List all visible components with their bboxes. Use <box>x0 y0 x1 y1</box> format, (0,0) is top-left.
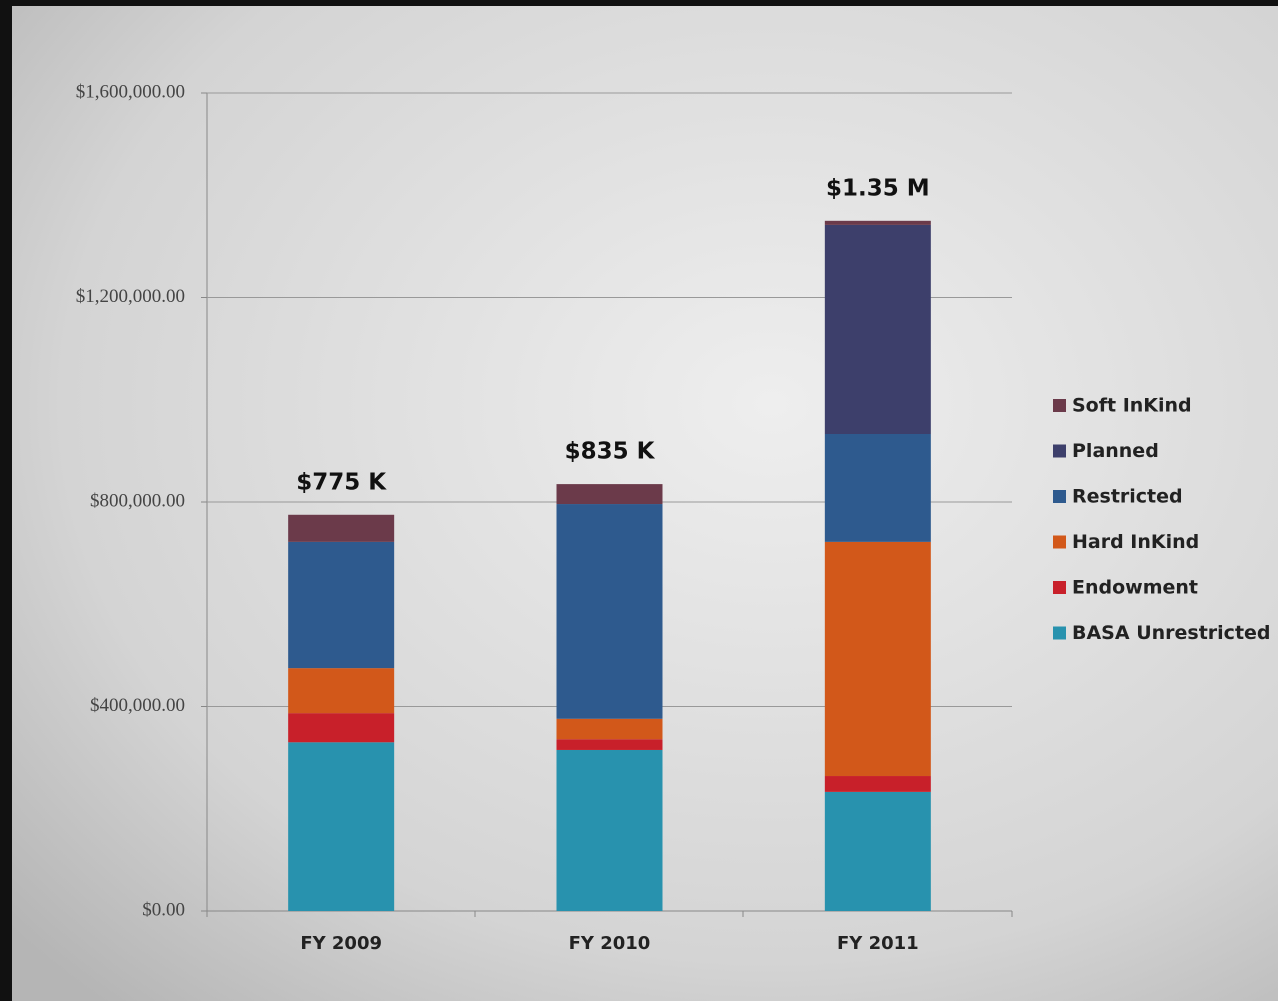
legend-swatch <box>1053 581 1066 594</box>
legend-label: BASA Unrestricted <box>1072 622 1271 644</box>
bar-segment <box>825 434 931 542</box>
bar-segment <box>557 484 663 504</box>
legend-swatch <box>1053 627 1066 640</box>
legend-label: Restricted <box>1072 486 1183 508</box>
total-label: $835 K <box>565 439 656 465</box>
bar-segment <box>557 719 663 739</box>
x-tick-label: FY 2009 <box>300 933 382 954</box>
bar-segment <box>288 668 394 713</box>
bar-segment <box>825 221 931 225</box>
bar-segment <box>288 713 394 742</box>
bar-segment <box>825 792 931 911</box>
legend-swatch <box>1053 536 1066 549</box>
bar-segment <box>825 542 931 776</box>
legend-label: Soft InKind <box>1072 395 1192 417</box>
bar-segment <box>288 515 394 542</box>
bar-segment <box>557 739 663 750</box>
y-tick-label: $800,000.00 <box>90 490 185 511</box>
y-tick-label: $400,000.00 <box>90 695 185 716</box>
legend-swatch <box>1053 490 1066 503</box>
total-label: $775 K <box>296 469 387 495</box>
total-label: $1.35 M <box>826 175 930 201</box>
legend-label: Endowment <box>1072 577 1198 599</box>
bar-segment <box>288 542 394 668</box>
bar-segment <box>557 504 663 719</box>
legend-swatch <box>1053 399 1066 412</box>
chart: $0.00 $400,000.00 $800,000.00 $1,200,000.00… <box>0 0 1278 1001</box>
legend-label: Planned <box>1072 440 1159 462</box>
legend-swatch <box>1053 445 1066 458</box>
bar-segment <box>557 750 663 911</box>
y-tick-label: $1,600,000.00 <box>76 81 185 102</box>
x-tick-label: FY 2010 <box>569 933 651 954</box>
bar-segment <box>825 225 931 434</box>
y-tick-label: $1,200,000.00 <box>76 286 185 307</box>
x-tick-label: FY 2011 <box>837 933 919 954</box>
y-tick-label: $0.00 <box>142 899 185 920</box>
bar-segment <box>825 776 931 792</box>
legend-label: Hard InKind <box>1072 531 1199 553</box>
bar-segment <box>288 742 394 911</box>
